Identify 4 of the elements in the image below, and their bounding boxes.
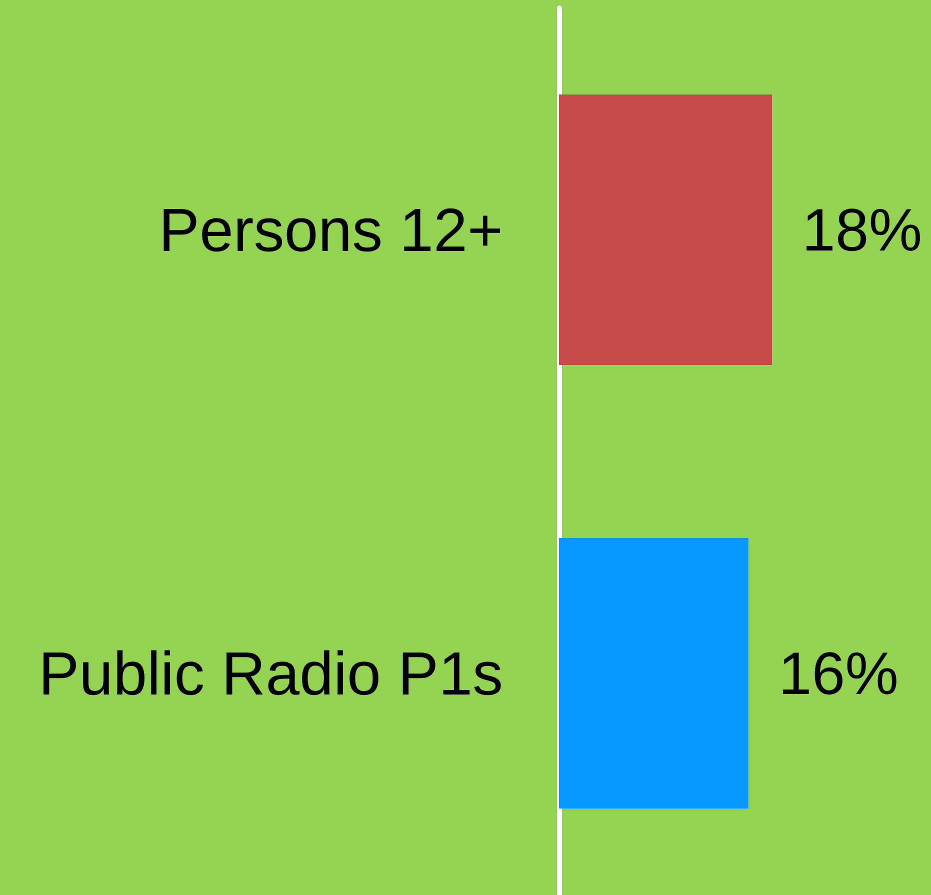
y-tick-label: Persons 12+ bbox=[158, 196, 503, 264]
data-label: 16% bbox=[778, 640, 898, 707]
data-label: 18% bbox=[802, 196, 922, 264]
y-tick-label: Public Radio P1s bbox=[38, 639, 503, 708]
